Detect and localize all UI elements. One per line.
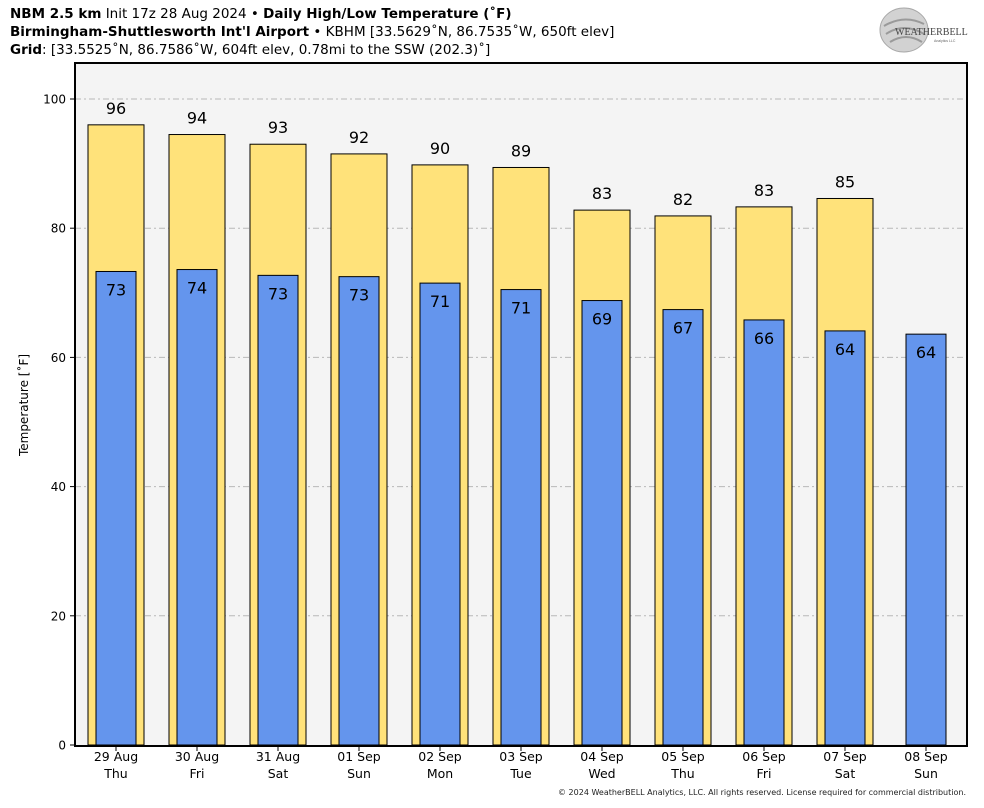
weatherbell-logo: WEATHERBELL Analytics LLC — [879, 7, 968, 53]
station-name: Birmingham-Shuttlesworth Int'l Airport — [10, 24, 310, 40]
y-tick-label: 80 — [51, 222, 66, 236]
x-tick-label-weekday: Thu — [670, 766, 694, 781]
x-tick-label-weekday: Wed — [588, 766, 615, 781]
station-info: KBHM [33.5629˚N, 86.7535˚W, 650ft elev] — [325, 24, 615, 40]
high-temp-label: 82 — [673, 190, 693, 209]
logo-wordmark: WEATHERBELL — [895, 27, 968, 38]
chart-title-line-1: NBM 2.5 km Init 17z 28 Aug 2024 • Daily … — [10, 5, 512, 23]
high-temp-label: 93 — [268, 118, 288, 137]
low-temp-bar — [905, 333, 947, 746]
low-temp-bar — [257, 274, 299, 746]
x-tick-label-date: 02 Sep — [418, 749, 462, 764]
y-axis-label: Temperature [˚F] — [16, 354, 31, 457]
y-tick-label: 60 — [51, 351, 66, 365]
bars: 96 73 94 74 93 73 92 73 90 71 89 71 83 69 82 67 83 66 85 64… — [87, 99, 947, 746]
x-tick-label-date: 07 Sep — [823, 749, 867, 764]
low-temp-label: 67 — [673, 319, 693, 338]
high-temp-label: 89 — [511, 141, 531, 160]
low-temp-label: 73 — [268, 284, 288, 303]
low-temp-label: 71 — [511, 299, 531, 318]
low-temp-label: 73 — [106, 280, 126, 299]
x-tick-label-date: 08 Sep — [904, 749, 948, 764]
low-temp-bar — [176, 269, 218, 746]
plot-frame — [74, 62, 968, 747]
x-tick-label-date: 05 Sep — [661, 749, 705, 764]
high-temp-label: 92 — [349, 128, 369, 147]
x-tick-label-weekday: Fri — [190, 766, 205, 781]
low-temp-bar — [338, 276, 380, 746]
y-tick-label: 100 — [43, 93, 66, 107]
low-temp-bar — [500, 289, 542, 746]
axes: 0 20 40 60 80 100 29 Aug Thu 30 Aug Fri 31 Aug Sat 0… — [43, 93, 948, 782]
low-temp-label: 69 — [592, 310, 612, 329]
high-temp-label: 94 — [187, 109, 207, 128]
chart-title-line-3: Grid: [33.5525˚N, 86.7586˚W, 604ft elev,… — [10, 41, 490, 59]
copyright-notice: © 2024 WeatherBELL Analytics, LLC. All r… — [558, 788, 966, 797]
y-tick-label: 40 — [51, 480, 66, 494]
low-temp-label: 73 — [349, 286, 369, 305]
low-temp-bar — [419, 282, 461, 746]
init-time: Init 17z 28 Aug 2024 — [105, 6, 247, 22]
grid-label: Grid — [10, 42, 43, 58]
x-tick-label-weekday: Sun — [914, 766, 938, 781]
low-temp-label: 71 — [430, 292, 450, 311]
y-tick-label: 0 — [58, 739, 66, 753]
y-tick-label: 20 — [51, 609, 66, 623]
low-temp-bar — [662, 309, 704, 746]
high-temp-label: 96 — [106, 99, 126, 118]
x-tick-label-weekday: Sat — [268, 766, 289, 781]
logo-subtitle: Analytics LLC — [934, 39, 956, 43]
separator: • — [250, 6, 259, 22]
low-temp-label: 64 — [835, 340, 855, 359]
separator: • — [313, 24, 322, 40]
x-tick-label-date: 03 Sep — [499, 749, 543, 764]
high-temp-label: 90 — [430, 139, 450, 158]
x-tick-label-date: 04 Sep — [580, 749, 624, 764]
x-tick-label-date: 30 Aug — [175, 749, 219, 764]
x-tick-label-weekday: Mon — [427, 766, 453, 781]
x-tick-label-weekday: Sun — [347, 766, 371, 781]
chart-title-line-2: Birmingham-Shuttlesworth Int'l Airport •… — [10, 23, 614, 41]
low-temp-bar — [743, 319, 785, 746]
high-temp-label: 83 — [592, 184, 612, 203]
grid-info: : [33.5525˚N, 86.7586˚W, 604ft elev, 0.7… — [42, 42, 491, 58]
low-temp-label: 66 — [754, 329, 774, 348]
x-tick-label-weekday: Sat — [835, 766, 856, 781]
x-tick-label-weekday: Fri — [757, 766, 772, 781]
model-name: NBM 2.5 km — [10, 6, 102, 22]
x-tick-label-date: 01 Sep — [337, 749, 381, 764]
x-tick-label-weekday: Thu — [103, 766, 127, 781]
high-temp-label: 85 — [835, 172, 855, 191]
x-tick-label-weekday: Tue — [509, 766, 532, 781]
x-tick-label-date: 06 Sep — [742, 749, 786, 764]
x-tick-label-date: 31 Aug — [256, 749, 300, 764]
low-temp-bar — [824, 330, 866, 746]
high-temp-label: 83 — [754, 181, 774, 200]
product-name: Daily High/Low Temperature (˚F) — [263, 6, 512, 22]
low-temp-bar — [95, 270, 137, 746]
low-temp-label: 74 — [187, 279, 207, 298]
low-temp-label: 64 — [916, 343, 936, 362]
low-temp-bar — [581, 300, 623, 746]
x-tick-label-date: 29 Aug — [94, 749, 138, 764]
